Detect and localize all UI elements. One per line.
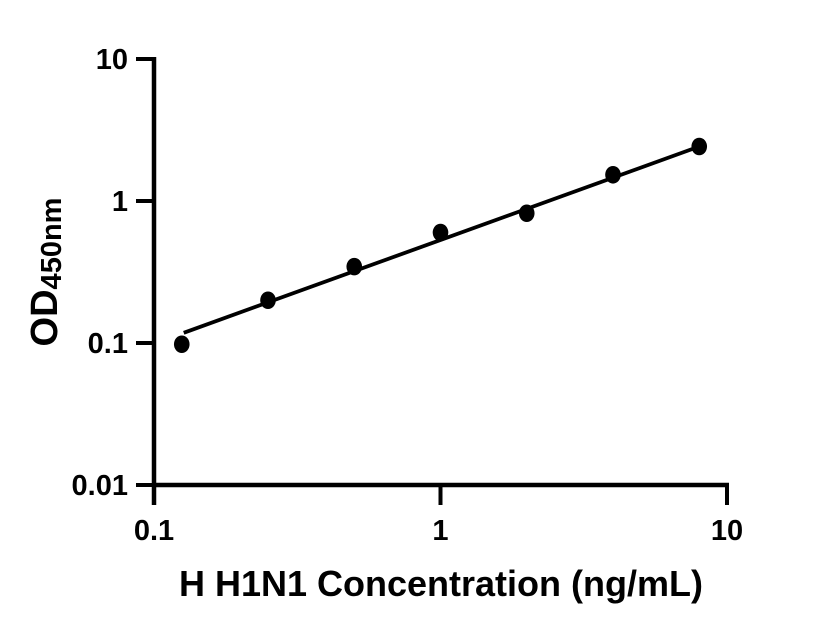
y-tick-label: 0.1 [88,328,128,360]
data-point [691,137,708,156]
x-tick-label: 0.1 [134,515,174,547]
x-tick-label: 10 [711,515,743,547]
y-tick-label: 1 [112,186,128,218]
data-point [432,223,449,242]
x-axis-title: H H1N1 Concentration (ng/mL) [179,563,703,604]
y-tick-label: 0.01 [72,470,128,502]
y-tick-label: 10 [96,44,128,76]
y-axis-title-subscript: 450nm [36,198,68,290]
data-series [173,137,708,354]
data-point [605,165,621,184]
data-point [518,204,535,223]
y-axis-title-main: OD [24,289,66,346]
data-point [260,291,276,310]
data-point [173,335,190,354]
x-tick-label: 1 [432,515,448,547]
y-axis-title: OD450nm [24,198,68,347]
axes [151,57,729,505]
data-point [346,257,363,276]
